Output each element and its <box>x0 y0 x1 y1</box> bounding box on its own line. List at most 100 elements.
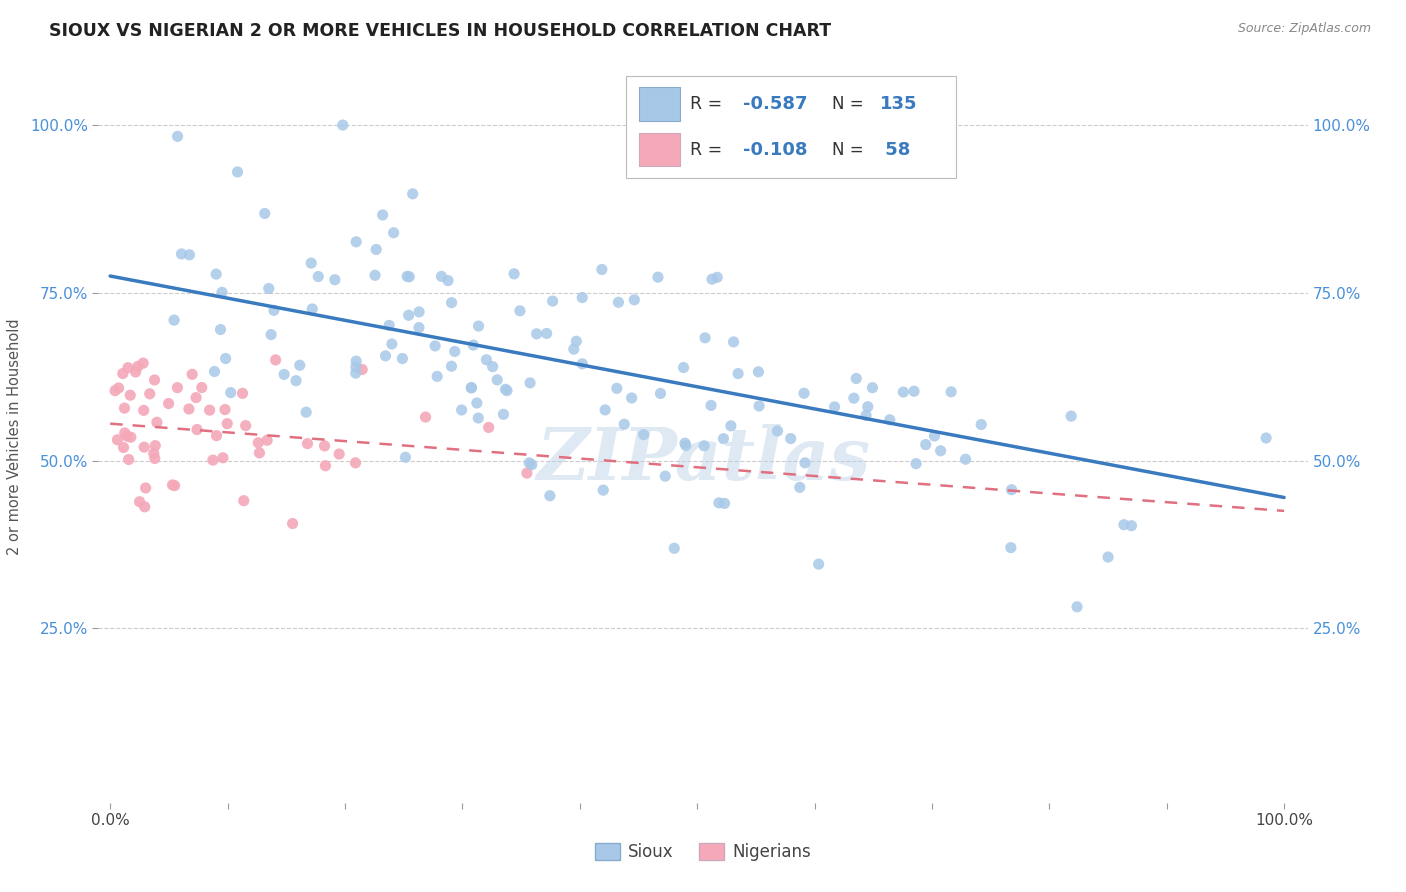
Point <box>253 206 276 220</box>
Point <box>620 391 643 405</box>
Point <box>517 456 540 470</box>
Point <box>415 410 437 425</box>
Point <box>273 368 295 382</box>
Point <box>205 428 228 442</box>
Point <box>157 396 180 410</box>
Point <box>166 381 188 395</box>
Point <box>723 334 745 349</box>
Point <box>440 295 463 310</box>
Point <box>186 423 208 437</box>
Text: SIOUX VS NIGERIAN 2 OR MORE VEHICLES IN HOUSEHOLD CORRELATION CHART: SIOUX VS NIGERIAN 2 OR MORE VEHICLES IN … <box>49 22 831 40</box>
Point <box>212 450 235 465</box>
Point <box>509 304 531 318</box>
Point <box>565 334 588 349</box>
Point <box>520 458 543 472</box>
Point <box>134 440 156 454</box>
Point <box>135 481 157 495</box>
Point <box>143 373 166 387</box>
Point <box>924 429 946 443</box>
Point <box>519 376 541 390</box>
Point <box>371 208 394 222</box>
Point <box>285 374 308 388</box>
Point <box>120 388 142 402</box>
Point <box>328 447 350 461</box>
Point <box>143 451 166 466</box>
Point <box>766 424 789 438</box>
FancyBboxPatch shape <box>640 87 681 120</box>
Point <box>842 391 865 405</box>
Point <box>177 402 200 417</box>
Point <box>114 401 136 416</box>
Point <box>450 403 472 417</box>
Point <box>1066 599 1088 614</box>
Point <box>879 413 901 427</box>
Point <box>706 270 728 285</box>
Point <box>139 386 162 401</box>
Point <box>295 405 318 419</box>
Point <box>1000 541 1022 555</box>
Point <box>516 466 538 480</box>
Point <box>675 438 697 452</box>
Point <box>939 384 962 399</box>
Point <box>260 327 283 342</box>
Point <box>460 380 482 394</box>
Point <box>314 458 336 473</box>
Point <box>226 165 249 179</box>
Point <box>495 382 517 396</box>
Point <box>219 385 242 400</box>
Point <box>541 293 564 308</box>
Point <box>779 432 801 446</box>
Point <box>460 381 482 395</box>
Point <box>332 118 354 132</box>
Point <box>478 420 501 434</box>
Point <box>323 273 346 287</box>
Point <box>536 326 558 341</box>
Point <box>693 331 716 345</box>
Point <box>903 384 925 399</box>
Point <box>214 402 236 417</box>
Point <box>463 338 485 352</box>
Point <box>855 409 877 423</box>
Point <box>142 446 165 460</box>
Point <box>201 453 224 467</box>
Point <box>297 436 319 450</box>
Text: N =: N = <box>832 141 869 159</box>
Point <box>538 489 561 503</box>
Point <box>394 450 416 465</box>
Point <box>120 430 142 444</box>
Point <box>344 359 367 374</box>
Point <box>713 432 735 446</box>
Point <box>970 417 993 432</box>
Text: Source: ZipAtlas.com: Source: ZipAtlas.com <box>1237 22 1371 36</box>
Point <box>955 452 977 467</box>
Point <box>693 439 716 453</box>
Point <box>673 436 696 450</box>
Point <box>856 400 879 414</box>
Point <box>179 248 201 262</box>
Point <box>381 337 404 351</box>
Point <box>115 429 138 443</box>
Point <box>607 295 630 310</box>
Text: -0.108: -0.108 <box>744 141 808 159</box>
Point <box>163 313 186 327</box>
Point <box>1060 409 1083 423</box>
Point <box>344 354 367 368</box>
Point <box>124 365 146 379</box>
Point <box>408 305 430 319</box>
Point <box>571 291 593 305</box>
Point <box>845 371 868 385</box>
Point <box>288 358 311 372</box>
Y-axis label: 2 or more Vehicles in Household: 2 or more Vehicles in Household <box>7 318 21 556</box>
Point <box>111 367 134 381</box>
Point <box>613 417 636 432</box>
Point <box>162 478 184 492</box>
Point <box>402 186 425 201</box>
Point <box>232 386 254 401</box>
Point <box>134 500 156 514</box>
Point <box>562 342 585 356</box>
Point <box>465 396 488 410</box>
Point <box>299 256 322 270</box>
Point <box>191 380 214 394</box>
Point <box>205 267 228 281</box>
Text: 58: 58 <box>880 141 911 159</box>
